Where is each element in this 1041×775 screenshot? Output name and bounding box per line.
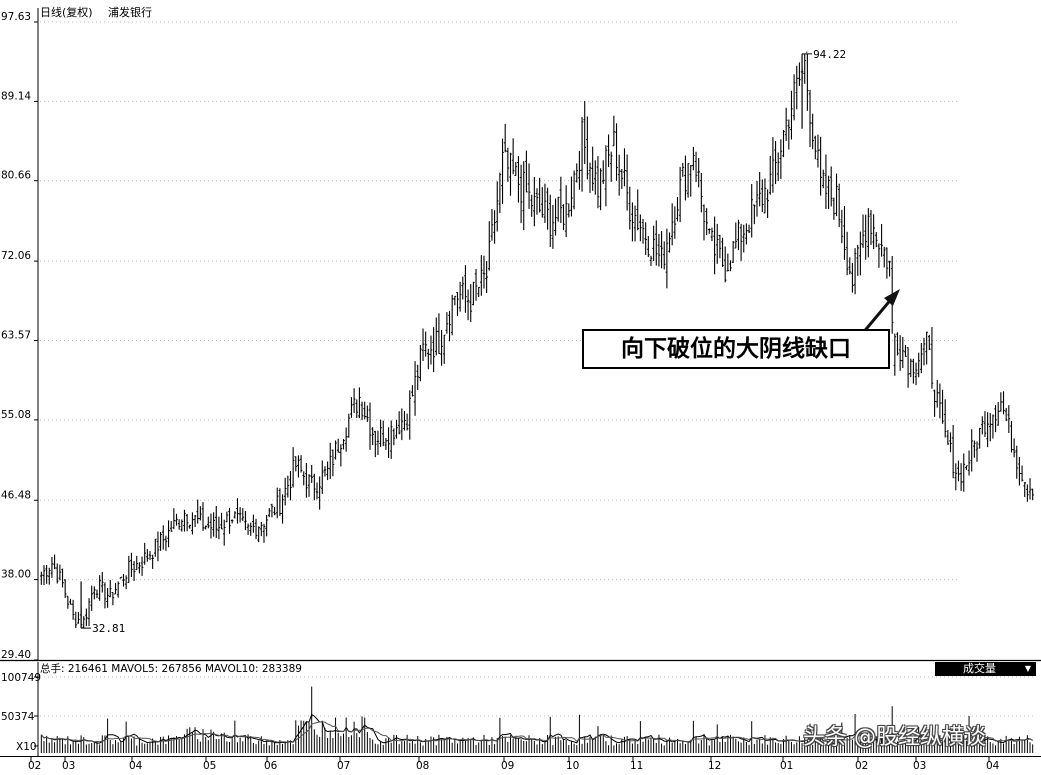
price-y-axis-ticks: 97.63 89.14 80.66 72.06 63.57 55.08 46.48 38.00… <box>1 11 38 661</box>
low-value-label: 32.81 <box>92 622 125 635</box>
volume-tick-label: 50374 <box>1 711 35 723</box>
stock-name-label: 浦发银行 <box>108 5 152 19</box>
volume-tick-label: 100749 <box>1 672 41 684</box>
x-tick-label: 11 <box>630 760 643 771</box>
x-tick-label: 04 <box>129 760 143 771</box>
x-tick-label: 09 <box>501 760 514 771</box>
callout-arrow-shaft <box>860 296 895 335</box>
price-tick-label: 89.14 <box>1 90 31 102</box>
x-tick-label: 01 <box>780 760 793 771</box>
price-tick-label: 29.40 <box>1 649 31 661</box>
x-tick-label: 02 <box>28 760 41 771</box>
volume-y-axis-ticks: 100749 50374 X10 <box>1 672 1034 753</box>
x-tick-label: 08 <box>416 760 429 771</box>
price-tick-label: 72.06 <box>1 250 31 262</box>
x-tick-label: 03 <box>913 760 926 771</box>
price-tick-label: 38.00 <box>1 569 31 581</box>
gridlines <box>40 21 960 581</box>
x-tick-label: 07 <box>337 760 350 771</box>
x-axis-month-labels: 02 03 04 05 06 07 08 09 10 11 12 01 02 03 04 <box>28 757 1000 772</box>
candlestick-series <box>40 51 1034 629</box>
x-tick-label: 04 <box>986 760 1000 771</box>
x-tick-label: 05 <box>203 760 216 771</box>
price-tick-label: 55.08 <box>1 409 31 421</box>
x-tick-label: 06 <box>264 760 278 771</box>
volume-legend: 总手: 216461 MAVOL5: 267856 MAVOL10: 28338… <box>40 662 302 675</box>
price-tick-label: 46.48 <box>1 489 31 501</box>
chart-period-label: 日线(复权) <box>40 5 93 19</box>
mavol10-line <box>40 721 1033 743</box>
high-value-label: 94.22 <box>813 48 846 61</box>
indicator-selector[interactable]: 成交量 ▼ <box>935 662 1036 676</box>
x-tick-label: 12 <box>708 760 721 771</box>
annotation-callout: 向下破位的大阴线缺口 <box>582 329 890 369</box>
x-tick-label: 03 <box>62 760 75 771</box>
price-tick-label: 80.66 <box>1 170 31 182</box>
indicator-label: 成交量 <box>963 662 996 675</box>
x-tick-label: 02 <box>855 760 868 771</box>
callout-arrow-head <box>884 289 900 306</box>
volume-tick-label: X10 <box>16 741 37 753</box>
x-tick-label: 10 <box>566 760 579 771</box>
price-tick-label: 97.63 <box>1 11 31 23</box>
price-tick-label: 63.57 <box>1 329 31 341</box>
triangle-down-icon[interactable]: ▼ <box>1024 664 1031 673</box>
mavol5-line <box>40 713 1033 745</box>
watermark: 头条 @股经纵横谈 <box>803 725 986 750</box>
